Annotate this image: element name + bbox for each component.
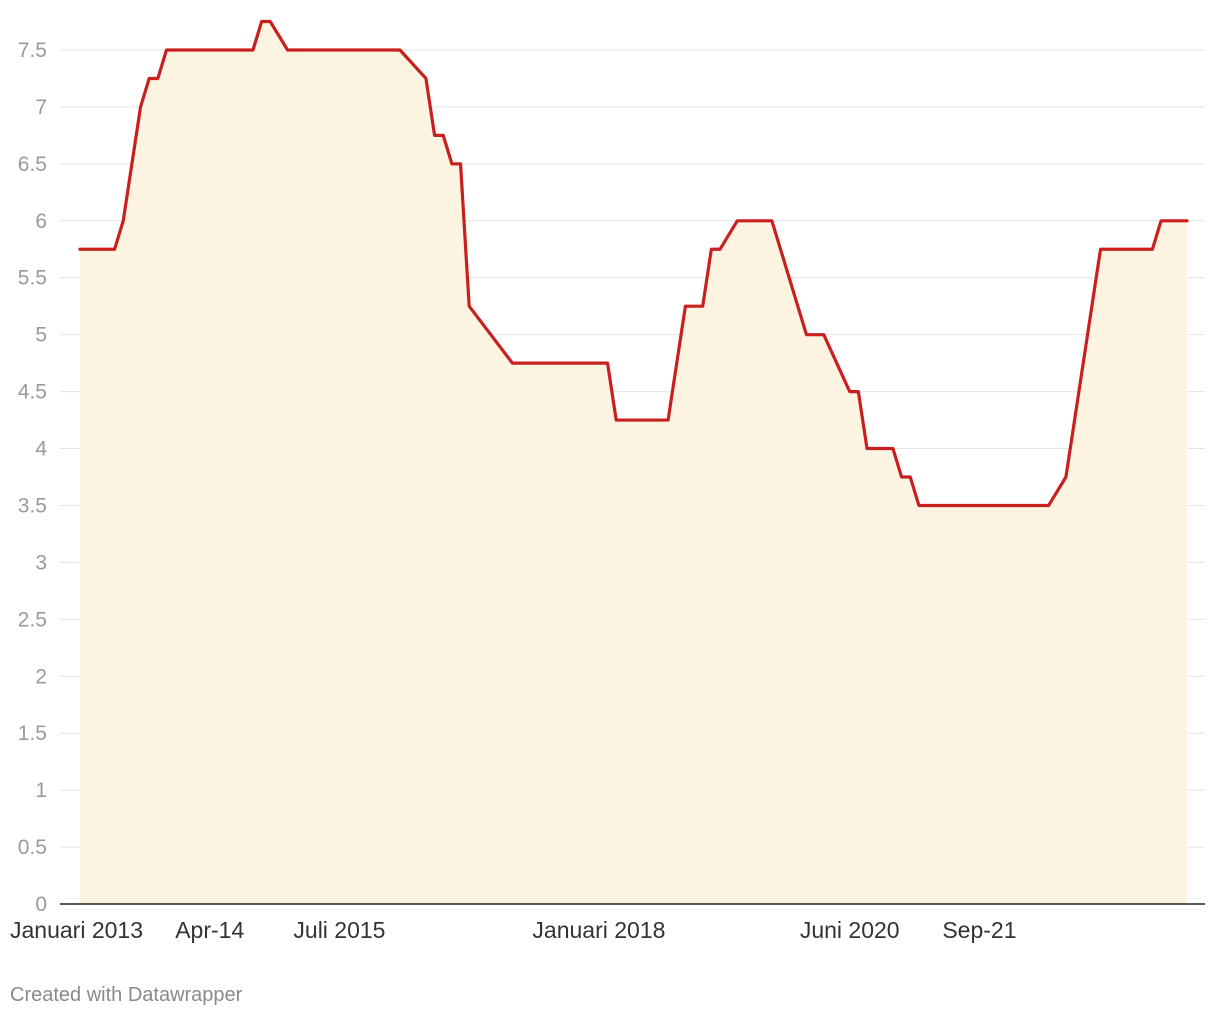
x-tick-label: Juli 2015: [293, 917, 385, 943]
x-tick-label: Januari 2013: [10, 917, 143, 943]
rate-area-chart: 0 0.5 1 1.5 2 2.5 3 3.5 4 4.5 5 5.5 6 6.5 7 7.5 Januari …: [10, 19, 1205, 943]
area-fill-layer: [80, 21, 1187, 904]
area-fill: [80, 21, 1187, 904]
y-tick-label: 6: [35, 210, 47, 233]
credit-text: Created with Datawrapper: [10, 984, 243, 1006]
y-tick-label: 4.5: [18, 381, 47, 404]
y-tick-label: 4: [35, 438, 47, 461]
axes: 0 0.5 1 1.5 2 2.5 3 3.5 4 4.5 5 5.5 6 6.5 7 7.5 Januari …: [10, 39, 1205, 943]
x-tick-label: Juni 2020: [800, 917, 900, 943]
y-tick-label: 2.5: [18, 608, 47, 631]
y-tick-label: 1: [35, 779, 47, 802]
y-tick-label: 5: [35, 324, 47, 347]
y-tick-label: 3.5: [18, 494, 47, 517]
series-line: [78, 19, 1189, 508]
y-tick-label: 3: [35, 551, 47, 574]
y-tick-label: 5.5: [18, 267, 47, 290]
y-tick-label: 7.5: [18, 39, 47, 62]
x-tick-label: Sep-21: [942, 917, 1016, 943]
y-tick-label: 1.5: [18, 722, 47, 745]
x-tick-label: Apr-14: [175, 917, 244, 943]
series-line-layer: [78, 19, 1189, 508]
y-tick-label: 6.5: [18, 153, 47, 176]
y-tick-label: 0.5: [18, 836, 47, 859]
x-tick-label: Januari 2018: [532, 917, 665, 943]
y-tick-label: 2: [35, 665, 47, 688]
y-tick-label: 0: [35, 893, 47, 916]
y-tick-label: 7: [35, 96, 47, 119]
